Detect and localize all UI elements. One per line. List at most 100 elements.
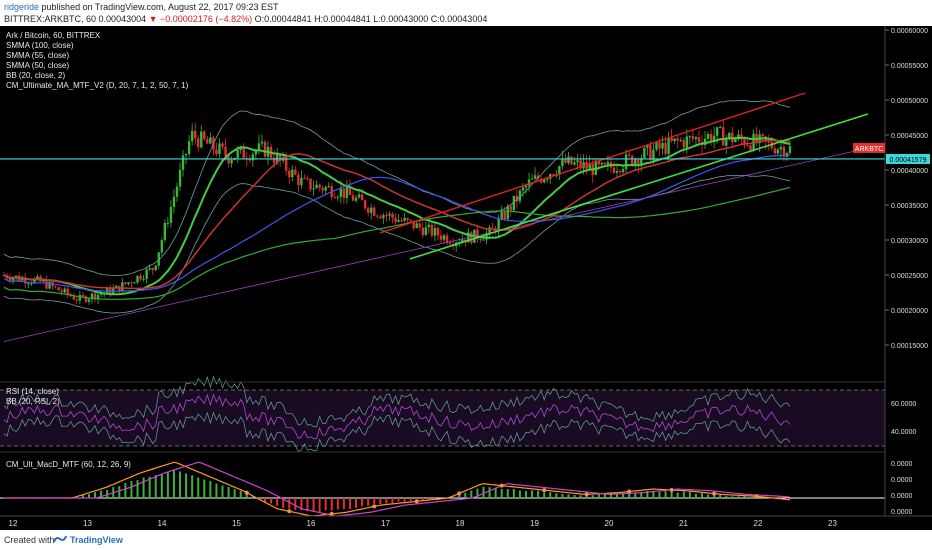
macd-histogram-bar [713,495,716,498]
macd-histogram-bar [658,491,661,498]
macd-histogram-bar [239,490,242,498]
candle-body [157,252,160,266]
candle-body [400,220,403,222]
candle-body [500,211,503,219]
candle-body [527,179,531,186]
candle-body [746,145,749,147]
symbol-line: BITTREX:ARKBTC, 60 0.00043004 ▼ −0.00002… [4,14,487,24]
macd-histogram-bar [707,494,710,498]
chart-area[interactable]: ARKBTC 0.00041579 0.00060000 0.00055000 0.00… [0,26,932,530]
macd-histogram-bar [124,483,127,498]
x-tick-label: 23 [828,519,837,528]
candle-body [84,296,88,302]
candle-body [66,288,69,295]
candle-body [312,188,315,190]
macd-histogram-bar [367,498,370,506]
candle-body [327,186,330,188]
candle-body [649,144,652,160]
macd-cross-dot [627,489,632,494]
macd-histogram-bar [100,490,103,498]
legend-entry[interactable]: BB (20, close, 2) [6,71,65,80]
last-price: 0.00043004 [98,14,147,24]
indicators-layer [3,99,881,342]
macd-histogram-bar [664,491,667,498]
legend-entry[interactable]: SMMA (100, close) [6,41,74,50]
macd-histogram-bar [179,471,182,498]
candle-body [530,178,534,180]
macd-histogram-bar [348,498,351,510]
rsi-legend-entry[interactable]: RSI (14, close) [6,387,59,396]
smma-55-line [3,139,791,290]
candle-body [96,294,100,300]
candle-body [524,185,528,188]
macd-histogram-bar [300,498,303,511]
x-tick-label: 17 [381,519,390,528]
candle-body [221,143,224,147]
macd-histogram-bar [670,491,673,498]
candle-body [360,194,364,201]
candle-body [200,131,203,148]
bb-upper-line [3,99,791,277]
candle-body [348,186,352,196]
candle-body [163,223,167,241]
legend-entry[interactable]: SMMA (55, close) [6,51,69,60]
candle-body [655,142,658,150]
x-tick-label: 18 [456,519,465,528]
candle-body [57,287,60,291]
macd-histogram-bar [148,476,151,498]
channel-upper-line[interactable] [379,92,806,234]
rsi-legend-entry[interactable]: BB (20, RSI, 2) [6,397,60,406]
candle-body [160,240,164,253]
candle-body [203,131,206,140]
candle-body [600,162,604,165]
macd-histogram-bar [676,492,679,498]
publish-text: published on TradingView.com, August 22,… [41,2,279,12]
ohlc-values: O:0.00044841 H:0.00044841 L:0.00043000 C… [254,14,488,24]
candle-body [291,169,294,178]
macd-histogram-bar [524,490,527,498]
candle-body [260,141,264,144]
macd-histogram-bar [166,472,169,498]
candle-body [382,215,385,219]
candle-body [612,167,616,173]
candle-body [379,216,382,219]
candle-body [206,139,209,144]
candle-body [588,164,591,169]
candle-body [336,196,340,198]
long-trend-line [3,145,881,342]
macd-histogram-bar [743,495,746,498]
axes-layer: ARKBTC 0.00041579 0.00060000 0.00055000 0.00… [0,26,932,528]
candle-body [21,277,24,281]
candle-body [48,281,51,289]
candle-body [218,143,221,155]
macd-line [4,461,791,517]
legend-entry[interactable]: SMMA (50, close) [6,61,69,70]
candle-body [670,137,673,142]
author-link[interactable]: ridgeride [4,2,40,12]
candle-body [621,168,625,173]
level-badge-value: 0.00041579 [890,157,927,164]
candle-body [679,140,682,142]
legend-entry[interactable]: Ark / Bitcoin, 60, BITTREX [6,31,101,40]
macd-histogram-bar [688,492,691,498]
candle-body [30,283,33,285]
candle-body [370,207,373,213]
candle-body [694,137,698,140]
macd-legend-entry[interactable]: CM_Ult_MacD_MTF (60, 12, 26, 9) [6,460,131,469]
legend-entry[interactable]: CM_Ultimate_MA_MTF_V2 (D, 20, 7, 1, 2, 5… [6,81,189,90]
macd-histogram-bar [373,498,376,504]
macd-histogram-bar [494,487,497,498]
tradingview-brand[interactable]: TradingView [70,535,123,545]
candle-body [409,219,412,221]
candle-body [272,157,276,163]
candle-body [45,280,48,289]
candle-body [637,159,640,166]
channel-lower-line[interactable] [409,113,869,260]
macd-histogram-bar [537,490,540,498]
candle-body [78,294,82,301]
candle-body [385,215,388,217]
candle-body [740,134,743,140]
candle-body [661,142,664,149]
macd-cross-dot [457,491,462,496]
macd-cross-dot [372,504,377,509]
